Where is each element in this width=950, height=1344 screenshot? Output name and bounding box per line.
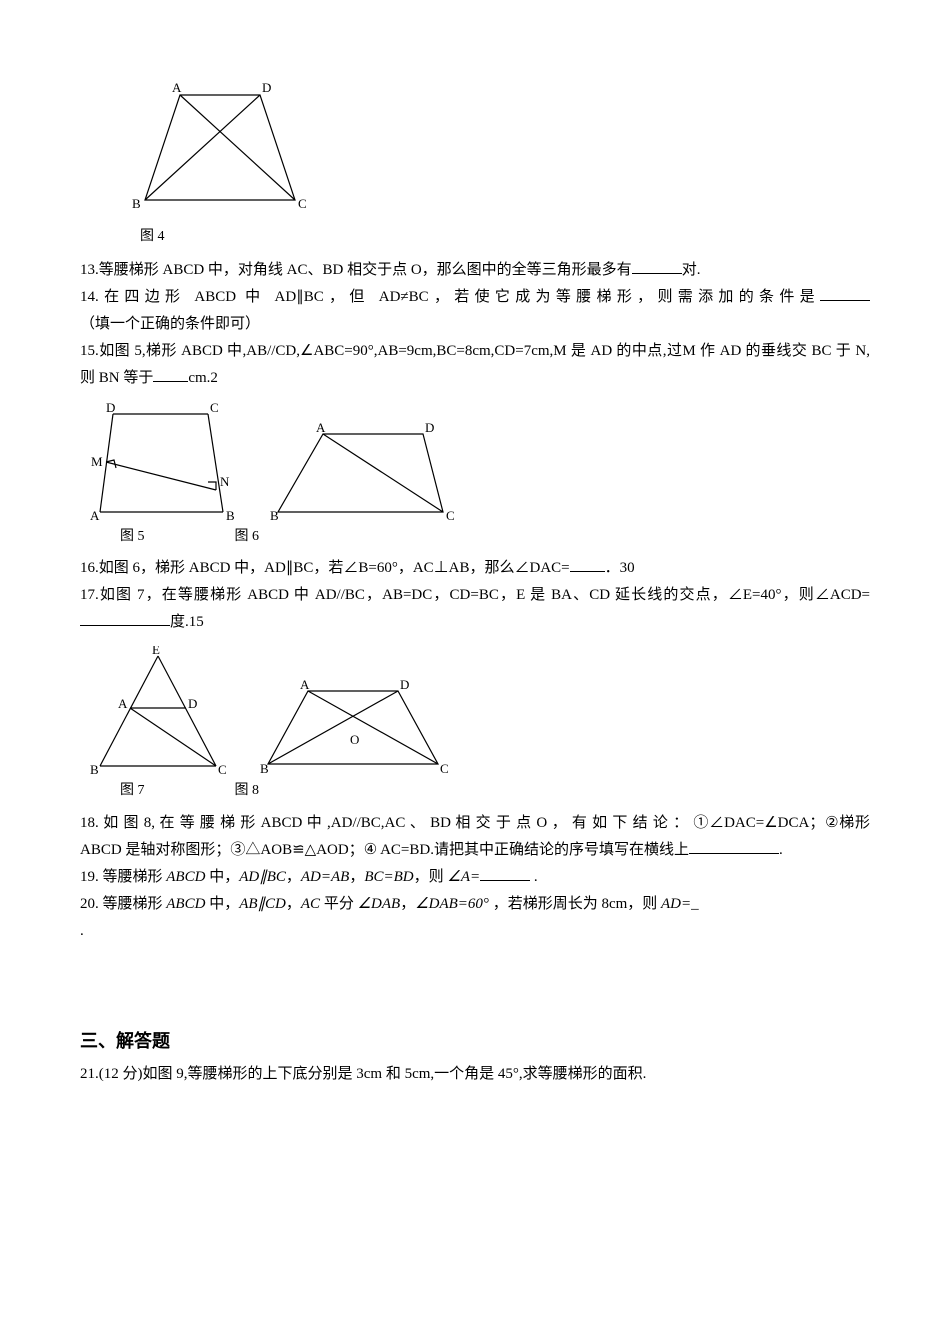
svg-text:A: A — [118, 696, 128, 711]
svg-text:A: A — [300, 677, 310, 692]
question-16: 16.如图 6，梯形 ABCD 中，AD∥BC，若∠B=60°，AC⊥AB，那么… — [80, 555, 870, 582]
svg-text:N: N — [220, 474, 230, 489]
section-3-heading: 三、解答题 — [80, 1025, 870, 1057]
question-17: 17.如图 7，在等腰梯形 ABCD 中 AD//BC，AB=DC，CD=BC，… — [80, 582, 870, 636]
svg-text:O: O — [350, 732, 359, 747]
question-20: 20. 等腰梯形 ABCD 中，AB∥CD，AC 平分 ∠DAB，∠DAB=60… — [80, 891, 870, 945]
fig7-caption: 图 7 — [120, 778, 145, 803]
fig4-svg: A D B C — [130, 80, 310, 220]
svg-text:A: A — [172, 80, 182, 95]
question-21: 21.(12 分)如图 9,等腰梯形的上下底分别是 3cm 和 5cm,一个角是… — [80, 1061, 870, 1088]
question-13: 13.等腰梯形 ABCD 中，对角线 AC、BD 相交于点 O，那么图中的全等三… — [80, 257, 870, 284]
svg-text:B: B — [260, 761, 269, 776]
svg-text:C: C — [298, 196, 307, 211]
svg-text:E: E — [152, 646, 160, 657]
question-14: 14.在四边形 ABCD 中 AD∥BC，但 AD≠BC，若使它成为等腰梯形，则… — [80, 284, 870, 338]
fig5-caption: 图 5 — [120, 524, 145, 549]
svg-text:C: C — [218, 762, 227, 776]
svg-text:D: D — [400, 677, 409, 692]
figure-4: A D B C — [130, 80, 870, 220]
fig5-svg: D C A B M N — [88, 402, 238, 522]
fig7-svg: E A D B C — [88, 646, 228, 776]
svg-text:B: B — [226, 508, 235, 522]
fig78-captions: 图 7 图 8 — [120, 778, 870, 803]
question-19: 19. 等腰梯形 ABCD 中，AD∥BC，AD=AB，BC=BD，则 ∠A= … — [80, 864, 870, 891]
question-18: 18. 如 图 8, 在 等 腰 梯 形 ABCD 中 ,AD//BC,AC 、… — [80, 810, 870, 864]
svg-text:C: C — [446, 508, 455, 522]
svg-text:B: B — [90, 762, 99, 776]
svg-text:C: C — [440, 761, 448, 776]
svg-text:B: B — [270, 508, 279, 522]
svg-text:M: M — [91, 454, 103, 469]
fig8-caption: 图 8 — [235, 778, 260, 803]
fig6-svg: A D B C — [268, 422, 458, 522]
svg-text:D: D — [262, 80, 271, 95]
svg-text:D: D — [425, 422, 434, 435]
svg-text:D: D — [106, 402, 115, 415]
fig4-caption: 图 4 — [140, 224, 870, 249]
fig56-captions: 图 5 图 6 — [120, 524, 870, 549]
svg-text:A: A — [90, 508, 100, 522]
svg-text:D: D — [188, 696, 197, 711]
svg-text:C: C — [210, 402, 219, 415]
figures-7-8-row: E A D B C A D B C O — [88, 646, 870, 776]
svg-text:B: B — [132, 196, 141, 211]
svg-text:A: A — [316, 422, 326, 435]
figures-5-6-row: D C A B M N A D B C — [88, 402, 870, 522]
question-15: 15.如图 5,梯形 ABCD 中,AB//CD,∠ABC=90°,AB=9cm… — [80, 338, 870, 392]
fig8-svg: A D B C O — [258, 676, 448, 776]
fig6-caption: 图 6 — [235, 524, 260, 549]
